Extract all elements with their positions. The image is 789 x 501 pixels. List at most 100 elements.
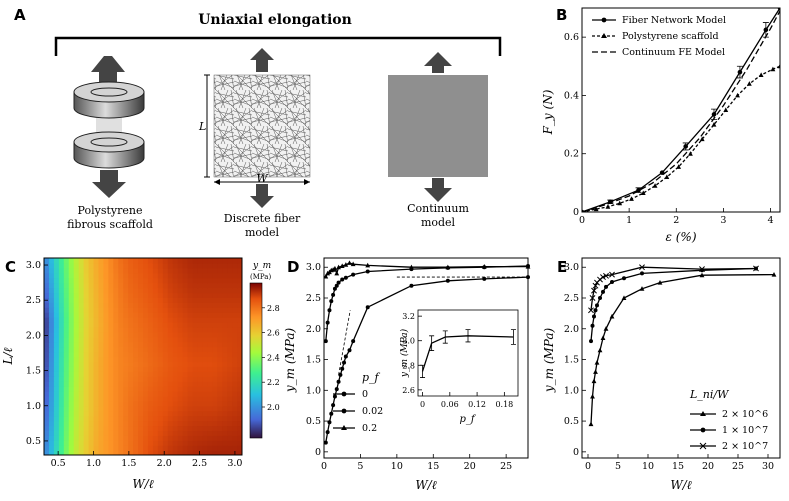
heat-cell [147,307,154,313]
heat-cell [162,317,169,323]
x-tick-label: 0 [579,215,585,226]
heat-cell [58,410,65,417]
heat-cell [133,395,139,402]
heat-cell [192,307,199,313]
heat-cell [212,287,218,294]
heat-cell [138,415,144,422]
heat-cell [192,336,199,343]
heat-cell [83,376,90,382]
heat-cell [152,351,159,358]
heat-cell [217,445,223,451]
heat-cell [197,371,203,377]
heat-cell [128,361,134,367]
heat-cell [143,307,149,313]
heat-cell [103,400,109,407]
heat-cell [73,445,80,451]
heat-cell [207,400,213,407]
heat-cell [172,341,179,348]
heat-cell [167,410,174,417]
heat-cell [48,267,55,274]
heat-cell [187,292,194,298]
heat-cell [73,366,80,372]
heat-cell [83,390,90,397]
heat-cell [58,351,65,358]
heat-cell [157,331,164,338]
heat-cell [182,307,189,313]
legend-entry: Fiber Network Model [622,15,726,26]
heat-cell [227,336,233,343]
heat-cell [147,435,154,441]
heat-cell [123,415,129,422]
heat-cell [167,272,174,279]
heat-cell [152,312,159,318]
heat-cell [113,410,119,417]
plot-frame [581,257,781,459]
heat-cell [152,361,159,367]
heat-cell [232,282,238,289]
heat-cell [182,262,189,269]
heat-cell [147,287,154,294]
heat-cell [143,282,149,289]
heat-cell [113,440,119,446]
heat-cell [172,405,179,412]
heat-cell [197,336,203,343]
heat-cell [227,297,233,303]
data-point [325,430,330,435]
heat-cell [83,262,90,269]
data-point [365,262,371,268]
heat-cell [217,366,223,372]
y-tick-label: 0 [573,447,579,458]
heat-cell [207,312,213,318]
heat-cell [138,395,144,402]
heat-cell [167,445,174,451]
heat-cell [237,346,242,353]
heat-cell [138,450,144,455]
heat-cell [222,307,228,313]
heat-cell [167,346,174,353]
data-point [323,339,328,344]
heat-cell [227,302,233,308]
heat-cell [217,302,223,308]
heat-cell [123,258,129,264]
heat-cell [44,322,50,328]
heat-cell [53,317,60,323]
heat-cell [103,445,109,451]
heat-cell [182,302,189,308]
heat-cell [192,386,199,392]
heat-cell [128,356,134,363]
heat-cell [68,331,75,338]
heat-cell [202,410,208,417]
error-bar [736,65,743,79]
heat-cell [44,390,50,397]
heat-cell [93,381,100,387]
heat-cell [177,292,184,298]
heat-cell [207,282,213,289]
heat-cell [212,381,218,387]
heat-cell [133,277,139,284]
heat-cell [167,450,174,455]
heat-cell [147,326,154,333]
heat-cell [237,405,242,412]
heat-cell [143,376,149,382]
heat-cell [217,351,223,358]
heat-cell [98,420,104,427]
heat-cell [123,376,129,382]
heat-cell [237,282,242,289]
heat-cell [78,371,85,377]
x-tick-label: 3.0 [227,458,242,469]
heat-cell [232,262,238,269]
heat-cell [172,282,179,289]
y-tick-label: 0.2 [564,149,579,160]
heat-cell [133,435,139,441]
heat-cell [133,312,139,318]
heat-cell [152,381,159,387]
heat-cell [138,297,144,303]
heat-cell [108,440,114,446]
heat-cell [58,400,65,407]
heat-cell [222,386,228,392]
heat-cell [187,287,194,294]
heat-cell [227,386,233,392]
heat-cell [157,356,164,363]
heat-cell [138,420,144,427]
data-point [343,275,348,280]
